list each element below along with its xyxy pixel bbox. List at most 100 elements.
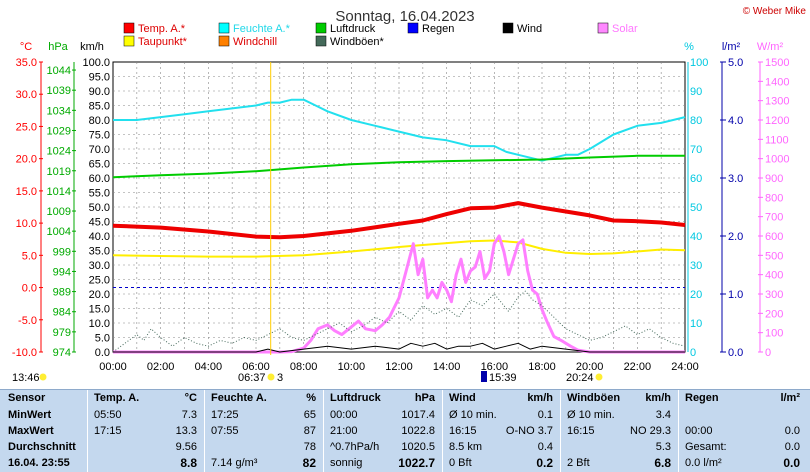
humidity-row-value: 65 — [211, 409, 316, 422]
wind-tick-label: 25.0 — [89, 275, 110, 287]
solar-tick-label: 900 — [765, 173, 783, 185]
rain-row-value: 0.0 — [685, 441, 800, 454]
rain-row-value: 0.0 — [685, 457, 800, 470]
wind-tick-label: 0.0 — [95, 347, 110, 359]
wind-row-value: 0.4 — [449, 441, 553, 454]
column-separator — [442, 390, 443, 472]
solar-tick-label: 400 — [765, 270, 783, 282]
wind-tick-label: 30.0 — [89, 260, 110, 272]
solar-tick-label: 0 — [765, 347, 771, 359]
solar-tick-label: 1400 — [765, 76, 789, 88]
legend-label: Windchill — [233, 36, 277, 48]
column-separator — [678, 390, 679, 472]
pressure-row-value: 1022.8 — [330, 425, 435, 438]
solar-unit: W/m² — [757, 41, 784, 53]
x-tick-label: 10:00 — [338, 361, 366, 373]
wind-tick-label: 50.0 — [89, 202, 110, 214]
moon-set-icon — [481, 371, 487, 382]
wind-tick-label: 70.0 — [89, 144, 110, 156]
pressure-row-value: 1022.7 — [330, 457, 435, 470]
pressure-tick-label: 984 — [53, 307, 71, 319]
temp-tick-label: 15.0 — [16, 186, 37, 198]
rain-tick-label: 5.0 — [728, 57, 743, 69]
pressure-tick-label: 1034 — [47, 105, 71, 117]
temp-tick-label: 35.0 — [16, 57, 37, 69]
sunset-time: 20:24 — [566, 372, 594, 384]
legend-label: Luftdruck — [330, 23, 376, 35]
sensor-row-label: 16.04. 23:55 — [8, 457, 70, 470]
sensor-row-label: MinWert — [8, 409, 51, 422]
solar-tick-label: 500 — [765, 250, 783, 262]
x-tick-label: 22:00 — [624, 361, 652, 373]
pressure-tick-label: 1029 — [47, 125, 71, 137]
solar-tick-label: 100 — [765, 328, 783, 340]
moon-phase: 3 — [277, 372, 283, 384]
column-separator — [87, 390, 88, 472]
pressure-tick-label: 989 — [53, 287, 71, 299]
pressure-tick-label: 979 — [53, 327, 71, 339]
column-separator — [560, 390, 561, 472]
temp-unit: °C — [20, 41, 32, 53]
pressure-tick-label: 974 — [53, 347, 71, 359]
wind-row-value: 0.2 — [449, 457, 553, 470]
humidity-tick-label: 20 — [690, 289, 702, 301]
humidity-row-value: 78 — [211, 441, 316, 454]
sun-icon — [268, 374, 275, 381]
solar-tick-label: 600 — [765, 231, 783, 243]
rain-tick-label: 0.0 — [728, 347, 743, 359]
legend-swatch — [503, 23, 513, 33]
rain-tick-label: 4.0 — [728, 115, 743, 127]
humidity-tick-label: 0 — [690, 347, 696, 359]
humidity-tick-label: 80 — [690, 115, 702, 127]
humidity-row-value: 82 — [211, 457, 316, 470]
legend-label: Feuchte A.* — [233, 23, 291, 35]
wind-tick-label: 10.0 — [89, 318, 110, 330]
pressure-unit: hPa — [48, 41, 68, 53]
pressure-tick-label: 1024 — [47, 146, 71, 158]
humidity-tick-label: 70 — [690, 144, 702, 156]
humidity-tick-label: 30 — [690, 260, 702, 272]
wind-tick-label: 5.0 — [95, 333, 110, 345]
solar-tick-label: 1100 — [765, 134, 789, 146]
legend-label: Regen — [422, 23, 454, 35]
pressure-tick-label: 1039 — [47, 85, 71, 97]
solar-tick-label: 1500 — [765, 57, 789, 69]
pressure-tick-label: 1019 — [47, 166, 71, 178]
legend-swatch — [316, 23, 326, 33]
temp-row-value: 9.56 — [94, 441, 197, 454]
x-tick-label: 02:00 — [147, 361, 175, 373]
x-tick-label: 18:00 — [528, 361, 556, 373]
legend-swatch — [408, 23, 418, 33]
wind-tick-label: 60.0 — [89, 173, 110, 185]
gusts-row-value: NO 29.3 — [567, 425, 671, 438]
pressure-tick-label: 1009 — [47, 206, 71, 218]
column-separator — [204, 390, 205, 472]
legend-swatch — [124, 36, 134, 46]
solar-tick-label: 1200 — [765, 115, 789, 127]
temp-tick-label: 0.0 — [22, 283, 37, 295]
humidity-tick-label: 100 — [690, 57, 708, 69]
x-tick-label: 08:00 — [290, 361, 318, 373]
solar-tick-label: 1000 — [765, 154, 789, 166]
moon-rise-time: 13:46 — [12, 372, 40, 384]
x-tick-label: 24:00 — [671, 361, 699, 373]
pressure-row-value: 1017.4 — [330, 409, 435, 422]
pressure-tick-label: 994 — [53, 266, 71, 278]
credit-text: © Weber Mike — [743, 6, 807, 17]
pressure-tick-label: 1004 — [47, 226, 71, 238]
x-tick-label: 12:00 — [385, 361, 413, 373]
sunset-icon — [596, 374, 603, 381]
wind-tick-label: 45.0 — [89, 217, 110, 229]
humidity-tick-label: 50 — [690, 202, 702, 214]
temp-tick-label: 30.0 — [16, 89, 37, 101]
legend-swatch — [598, 23, 608, 33]
legend-label: Solar — [612, 23, 638, 35]
gusts-row-value: 5.3 — [567, 441, 671, 454]
wind-tick-label: 40.0 — [89, 231, 110, 243]
humidity-tick-label: 90 — [690, 86, 702, 98]
legend-label: Windböen* — [330, 36, 385, 48]
x-tick-label: 04:00 — [195, 361, 223, 373]
gusts-row-value: 3.4 — [567, 409, 671, 422]
